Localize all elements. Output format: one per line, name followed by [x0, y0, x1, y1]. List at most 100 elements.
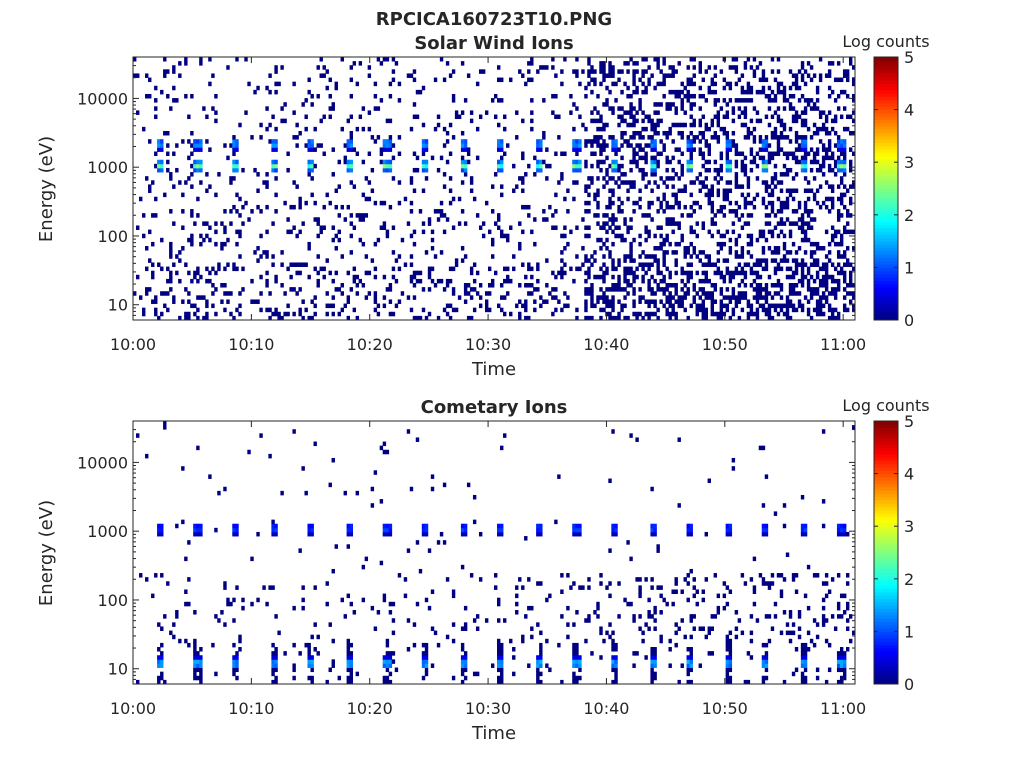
heatmap-cell	[584, 307, 588, 313]
heatmap-cell	[674, 147, 678, 152]
heatmap-cell	[349, 523, 354, 529]
heatmap-cell	[205, 221, 209, 226]
heatmap-cell	[497, 213, 501, 218]
heatmap-cell	[653, 626, 657, 631]
heatmap-cell	[752, 589, 757, 594]
heatmap-cell	[605, 287, 609, 292]
heatmap-cell	[560, 69, 564, 74]
heatmap-cell	[611, 192, 615, 198]
heatmap-cell	[172, 85, 176, 91]
heatmap-cell	[782, 241, 787, 247]
heatmap-cell	[659, 634, 663, 640]
heatmap-cell	[638, 577, 642, 582]
heatmap-cell	[746, 89, 751, 95]
heatmap-cell	[806, 307, 811, 313]
heatmap-cell	[764, 159, 769, 165]
heatmap-cell	[797, 200, 802, 206]
heatmap-cell	[761, 527, 766, 533]
heatmap-cell	[764, 258, 769, 263]
heatmap-cell	[310, 163, 314, 169]
heatmap-cell	[668, 283, 672, 288]
heatmap-cell	[668, 291, 672, 296]
heatmap-cell	[325, 69, 329, 74]
heatmap-cell	[620, 118, 624, 124]
heatmap-cell	[842, 527, 847, 533]
heatmap-cell	[803, 118, 808, 124]
heatmap-cell	[448, 188, 453, 194]
heatmap-cell	[728, 139, 733, 144]
heatmap-cell	[310, 192, 314, 198]
heatmap-cell	[638, 147, 642, 152]
heatmap-cell	[716, 610, 721, 615]
heatmap-cell	[500, 531, 504, 537]
heatmap-cell	[599, 287, 603, 292]
heatmap-cell	[379, 98, 384, 103]
heatmap-cell	[223, 229, 227, 235]
heatmap-cell	[776, 180, 781, 185]
heatmap-cell	[770, 229, 775, 235]
heatmap-cell	[343, 614, 347, 619]
heatmap-cell	[791, 287, 796, 292]
heatmap-cell	[740, 307, 745, 313]
heatmap-cell	[560, 233, 564, 239]
heatmap-cell	[758, 283, 763, 288]
heatmap-cell	[728, 527, 733, 533]
heatmap-cell	[497, 527, 501, 533]
heatmap-cell	[710, 626, 715, 631]
heatmap-cell	[827, 143, 832, 148]
heatmap-cell	[761, 642, 766, 648]
heatmap-cell	[620, 200, 624, 206]
heatmap-cell	[605, 630, 609, 636]
heatmap-cell	[680, 167, 684, 173]
heatmap-cell	[274, 167, 278, 173]
heatmap-cell	[382, 531, 387, 537]
heatmap-cell	[578, 81, 582, 87]
heatmap-cell	[617, 77, 621, 83]
heatmap-cell	[358, 217, 363, 222]
heatmap-cell	[806, 102, 811, 107]
heatmap-cell	[382, 200, 387, 206]
heatmap-cell	[196, 675, 200, 681]
heatmap-cell	[521, 585, 525, 590]
heatmap-cell	[214, 110, 218, 115]
heatmap-cell	[740, 254, 745, 259]
heatmap-cell	[812, 287, 817, 292]
heatmap-cell	[346, 675, 350, 681]
heatmap-cell	[698, 151, 702, 157]
heatmap-cell	[686, 523, 690, 529]
heatmap-cell	[821, 147, 826, 152]
heatmap-cell	[199, 663, 203, 668]
heatmap-cell	[782, 503, 787, 508]
heatmap-cell	[701, 225, 705, 230]
heatmap-cell	[169, 172, 173, 177]
heatmap-cell	[536, 167, 540, 173]
heatmap-cell	[527, 163, 531, 169]
heatmap-cell	[451, 622, 456, 627]
heatmap-cell	[653, 246, 657, 251]
heatmap-cell	[343, 217, 347, 222]
heatmap-cell	[160, 531, 164, 537]
heatmap-cell	[731, 118, 736, 124]
heatmap-cell	[626, 229, 630, 235]
heatmap-cell	[692, 139, 696, 144]
heatmap-cell	[539, 159, 543, 165]
heatmap-cell	[770, 151, 775, 157]
heatmap-cell	[316, 283, 320, 288]
heatmap-cell	[782, 523, 787, 529]
heatmap-cell	[199, 671, 203, 677]
heatmap-cell	[232, 266, 236, 272]
heatmap-cell	[521, 303, 525, 309]
y-tick-label: 10	[108, 660, 128, 679]
heatmap-cell	[644, 89, 648, 95]
heatmap-cell	[313, 200, 317, 206]
heatmap-cell	[833, 278, 838, 284]
heatmap-cell	[800, 679, 805, 685]
heatmap-cell	[307, 77, 311, 83]
heatmap-cell	[842, 250, 847, 255]
heatmap-cell	[665, 221, 669, 226]
heatmap-cell	[800, 258, 805, 263]
heatmap-cell	[707, 626, 711, 631]
heatmap-cell	[617, 209, 621, 214]
heatmap-cell	[692, 93, 696, 99]
heatmap-cell	[620, 237, 624, 243]
